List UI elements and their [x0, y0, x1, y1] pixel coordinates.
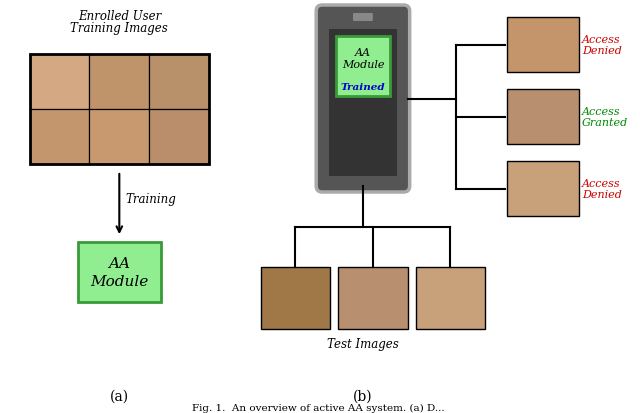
Bar	[338, 267, 408, 329]
Bar	[77, 242, 161, 302]
Bar	[507, 161, 579, 216]
Text: AA
Module: AA Module	[90, 256, 148, 289]
Text: Training Images: Training Images	[70, 22, 168, 35]
Bar	[30, 55, 90, 110]
Text: Trained: Trained	[340, 82, 385, 91]
Text: Access
Denied: Access Denied	[582, 178, 621, 200]
Bar	[415, 267, 485, 329]
Text: Test Images: Test Images	[327, 337, 399, 350]
Bar	[30, 55, 209, 165]
Bar	[149, 110, 209, 165]
Bar	[329, 30, 397, 177]
Text: Access
Denied: Access Denied	[582, 35, 621, 56]
FancyBboxPatch shape	[353, 14, 373, 22]
Text: (a): (a)	[109, 389, 129, 403]
Bar	[260, 267, 330, 329]
Bar	[90, 110, 149, 165]
Bar	[149, 55, 209, 110]
Text: (b): (b)	[353, 389, 372, 403]
Text: Training: Training	[125, 193, 176, 206]
FancyBboxPatch shape	[316, 6, 410, 192]
Bar	[90, 55, 149, 110]
Text: AA
Module: AA Module	[342, 47, 384, 70]
Text: Access
Granted: Access Granted	[582, 107, 628, 128]
Bar	[336, 37, 390, 97]
Bar	[507, 18, 579, 73]
Text: Enrolled User: Enrolled User	[77, 10, 161, 23]
Bar	[507, 90, 579, 145]
Text: Fig. 1.  An overview of active AA system. (a) D...: Fig. 1. An overview of active AA system.…	[192, 403, 445, 412]
Bar	[30, 110, 90, 165]
